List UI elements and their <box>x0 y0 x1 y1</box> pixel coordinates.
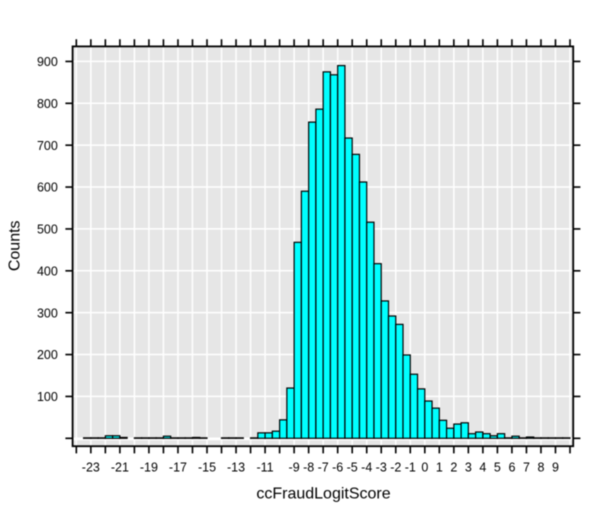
svg-text:-13: -13 <box>227 461 245 475</box>
svg-text:700: 700 <box>37 139 58 153</box>
svg-text:7: 7 <box>523 461 530 475</box>
svg-text:-21: -21 <box>111 461 129 475</box>
svg-text:-19: -19 <box>140 461 158 475</box>
svg-text:-23: -23 <box>82 461 100 475</box>
svg-text:800: 800 <box>37 97 58 111</box>
svg-text:4: 4 <box>479 461 486 475</box>
svg-text:-4: -4 <box>361 461 372 475</box>
svg-text:300: 300 <box>37 306 58 320</box>
svg-text:-15: -15 <box>198 461 216 475</box>
svg-text:-2: -2 <box>390 461 401 475</box>
svg-text:-9: -9 <box>289 461 300 475</box>
svg-text:400: 400 <box>37 264 58 278</box>
svg-text:-7: -7 <box>318 461 329 475</box>
svg-text:600: 600 <box>37 181 58 195</box>
svg-text:-6: -6 <box>332 461 343 475</box>
svg-text:3: 3 <box>465 461 472 475</box>
svg-text:-5: -5 <box>347 461 358 475</box>
svg-text:500: 500 <box>37 223 58 237</box>
svg-text:1: 1 <box>436 461 443 475</box>
svg-text:900: 900 <box>37 55 58 69</box>
svg-text:-1: -1 <box>405 461 416 475</box>
svg-text:-3: -3 <box>376 461 387 475</box>
svg-text:6: 6 <box>508 461 515 475</box>
svg-text:ccFraudLogitScore: ccFraudLogitScore <box>256 486 390 503</box>
svg-text:-8: -8 <box>303 461 314 475</box>
svg-text:-11: -11 <box>257 461 274 475</box>
svg-text:Counts: Counts <box>6 220 23 271</box>
svg-text:0: 0 <box>421 461 428 475</box>
svg-text:-17: -17 <box>169 461 187 475</box>
svg-text:200: 200 <box>37 348 58 362</box>
svg-text:5: 5 <box>494 461 501 475</box>
svg-text:8: 8 <box>537 461 544 475</box>
svg-text:100: 100 <box>37 390 58 404</box>
svg-text:9: 9 <box>552 461 559 475</box>
svg-text:2: 2 <box>450 461 457 475</box>
